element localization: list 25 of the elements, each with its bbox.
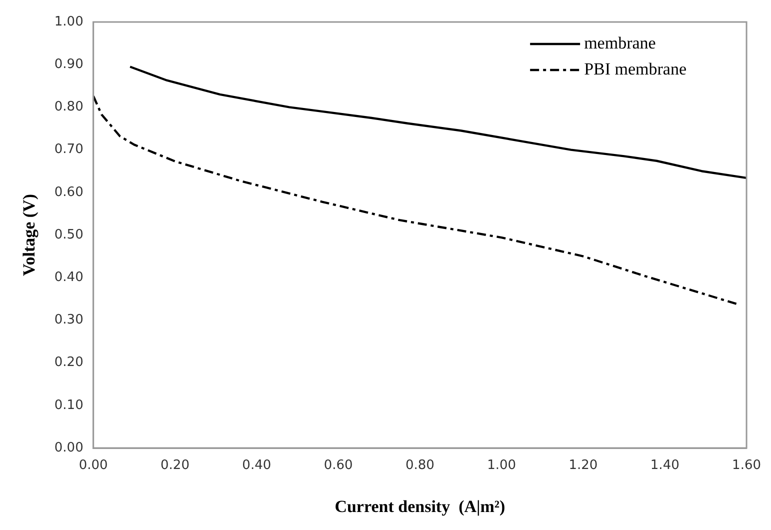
x-axis-title: Current density (A|m²) <box>334 497 506 516</box>
y-tick-label: 0.20 <box>54 355 84 370</box>
y-tick-label: 0.90 <box>54 56 84 72</box>
y-tick-label: 0.80 <box>54 100 84 115</box>
y-tick-label: 0.30 <box>54 312 84 328</box>
legend-label: membrane <box>584 33 656 52</box>
y-tick-label: 0.60 <box>54 184 84 200</box>
legend-label: PBI membrane <box>584 59 687 78</box>
x-tick-label: 0.40 <box>242 458 272 474</box>
y-tick-label: 0.10 <box>54 398 84 413</box>
x-tick-label: 0.00 <box>78 458 108 474</box>
x-tick-label: 1.40 <box>650 458 680 474</box>
x-tick-label: 1.60 <box>732 458 762 474</box>
x-tick-label: 0.60 <box>324 458 353 474</box>
x-tick-label: 1.20 <box>568 458 598 474</box>
x-tick-label: 0.20 <box>160 458 190 474</box>
y-tick-label: 0.00 <box>54 440 84 456</box>
x-tick-label: 0.80 <box>405 458 434 474</box>
y-tick-label: 0.70 <box>54 142 84 158</box>
y-tick-label: 1.00 <box>54 14 84 30</box>
y-tick-label: 0.50 <box>54 227 84 242</box>
y-tick-label: 0.40 <box>54 270 84 285</box>
x-tick-label: 1.00 <box>487 458 516 474</box>
y-axis-title: Voltage (V) <box>20 194 39 276</box>
line-series <box>93 95 740 306</box>
